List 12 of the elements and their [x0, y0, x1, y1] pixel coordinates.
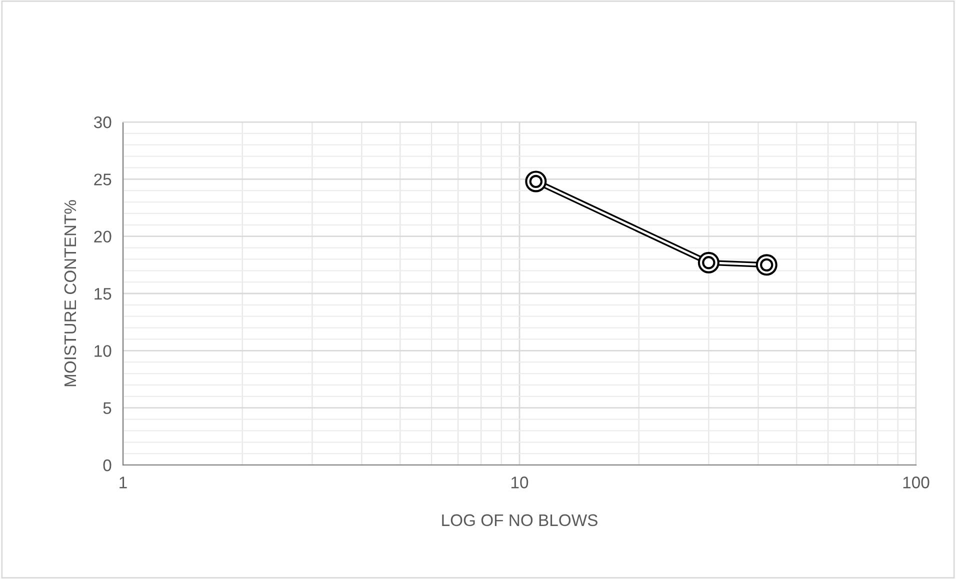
- y-tick-label: 10: [94, 345, 112, 357]
- y-axis-title: MOISTURE CONTENT%: [64, 200, 76, 386]
- y-tick-label: 0: [103, 459, 112, 472]
- y-tick-label: 30: [94, 116, 112, 128]
- y-tick-label: 25: [94, 174, 112, 186]
- y-tick-label: 15: [94, 288, 112, 300]
- x-tick-label: 1: [120, 476, 127, 488]
- x-axis-title: LOG OF NO BLOWS: [442, 514, 598, 526]
- x-tick-label: 100: [903, 476, 930, 488]
- x-tick-label: 10: [512, 476, 528, 488]
- y-tick-label: 5: [103, 402, 112, 414]
- y-tick-label: 20: [94, 230, 112, 243]
